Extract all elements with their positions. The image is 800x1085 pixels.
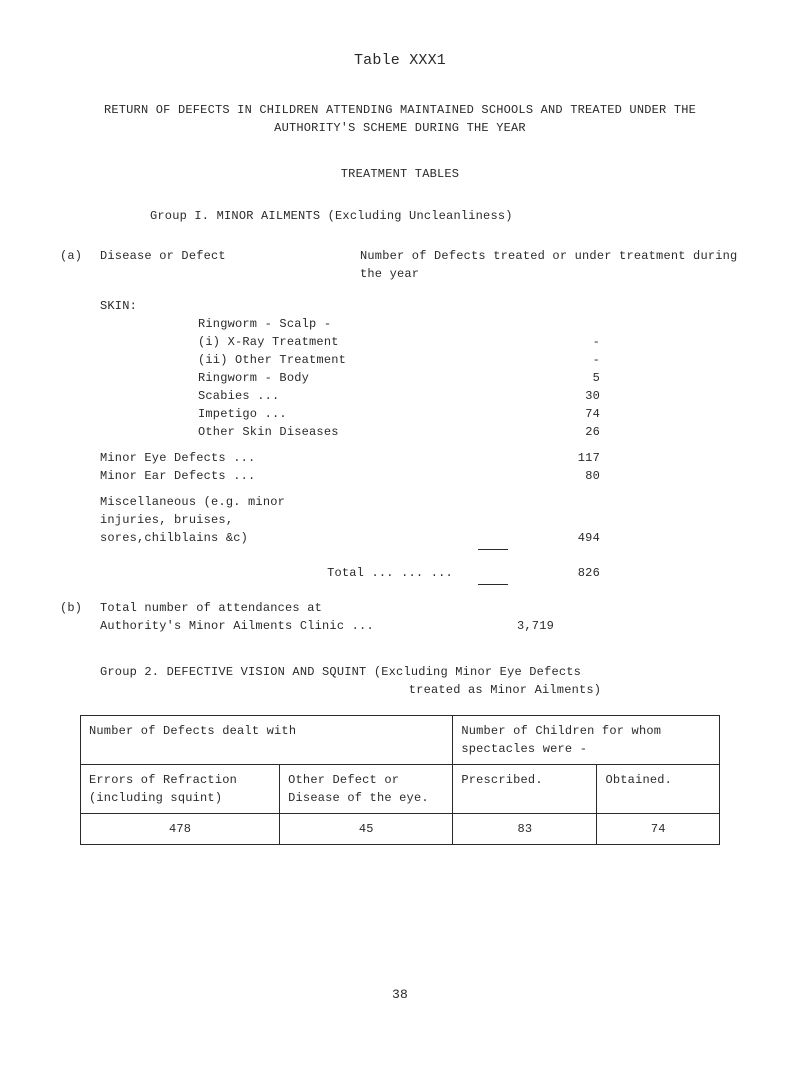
total-val: 826 <box>530 564 630 582</box>
skin-item: Ringworm - Body <box>150 369 530 387</box>
group-2-line2: treated as Minor Ailments) <box>100 681 700 699</box>
table-value: 478 <box>81 813 280 844</box>
skin-val: 26 <box>530 423 630 441</box>
misc-val: 494 <box>530 529 630 547</box>
group-1-line: Group I. MINOR AILMENTS (Excluding Uncle… <box>150 207 740 225</box>
skin-item: (i) X-Ray Treatment <box>150 333 530 351</box>
misc-line: sores,chilblains &c) <box>100 529 530 547</box>
total-label: Total ... ... ... <box>150 564 530 582</box>
treated-note: Number of Defects treated or under treat… <box>360 247 740 283</box>
rule <box>478 584 508 585</box>
skin-label: SKIN: <box>100 297 740 315</box>
table-value: 45 <box>280 813 453 844</box>
skin-val: - <box>530 351 630 369</box>
table-value: 74 <box>597 813 720 844</box>
table-cell: Errors of Refraction (including squint) <box>81 764 280 813</box>
page-number: 38 <box>60 985 740 1005</box>
skin-item: Scabies ... <box>150 387 530 405</box>
b-line: Total number of attendances at <box>100 599 460 617</box>
defects-table: Number of Defects dealt with Number of C… <box>80 715 720 845</box>
minor-ear: Minor Ear Defects ... <box>100 467 530 485</box>
rule <box>478 549 508 550</box>
table-cell: Obtained. <box>597 764 720 813</box>
label-b: (b) <box>60 599 100 635</box>
skin-item: (ii) Other Treatment <box>150 351 530 369</box>
minor-eye-val: 117 <box>530 449 630 467</box>
skin-val: 30 <box>530 387 630 405</box>
table-value: 83 <box>453 813 597 844</box>
skin-item: Other Skin Diseases <box>150 423 530 441</box>
table-cell: Prescribed. <box>453 764 597 813</box>
skin-val: 74 <box>530 405 630 423</box>
minor-eye: Minor Eye Defects ... <box>100 449 530 467</box>
b-val: 3,719 <box>460 617 560 635</box>
table-cell: Other Defect or Disease of the eye. <box>280 764 453 813</box>
report-heading: RETURN OF DEFECTS IN CHILDREN ATTENDING … <box>100 101 700 137</box>
table-header: Number of Children for whom spectacles w… <box>453 715 720 764</box>
page-title: Table XXX1 <box>60 50 740 73</box>
skin-val <box>530 315 630 333</box>
misc-line: injuries, bruises, <box>100 511 740 529</box>
b-line: Authority's Minor Ailments Clinic ... <box>100 617 460 635</box>
skin-item: Ringworm - Scalp - <box>150 315 530 333</box>
misc-line: Miscellaneous (e.g. minor <box>100 493 740 511</box>
table-header: Number of Defects dealt with <box>81 715 453 764</box>
disease-label: Disease or Defect <box>100 247 360 283</box>
skin-val: 5 <box>530 369 630 387</box>
group-2-line: Group 2. DEFECTIVE VISION AND SQUINT (Ex… <box>100 663 700 681</box>
minor-ear-val: 80 <box>530 467 630 485</box>
skin-item: Impetigo ... <box>150 405 530 423</box>
skin-val: - <box>530 333 630 351</box>
treatment-tables-heading: TREATMENT TABLES <box>60 165 740 183</box>
label-a: (a) <box>60 247 100 283</box>
